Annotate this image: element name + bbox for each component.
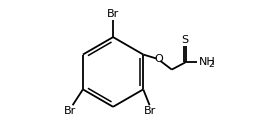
Text: 2: 2 bbox=[208, 60, 213, 69]
Text: Br: Br bbox=[107, 9, 119, 19]
Text: Br: Br bbox=[64, 106, 76, 116]
Text: NH: NH bbox=[199, 57, 215, 67]
Text: O: O bbox=[154, 54, 163, 64]
Text: S: S bbox=[182, 35, 189, 45]
Text: Br: Br bbox=[144, 106, 157, 116]
